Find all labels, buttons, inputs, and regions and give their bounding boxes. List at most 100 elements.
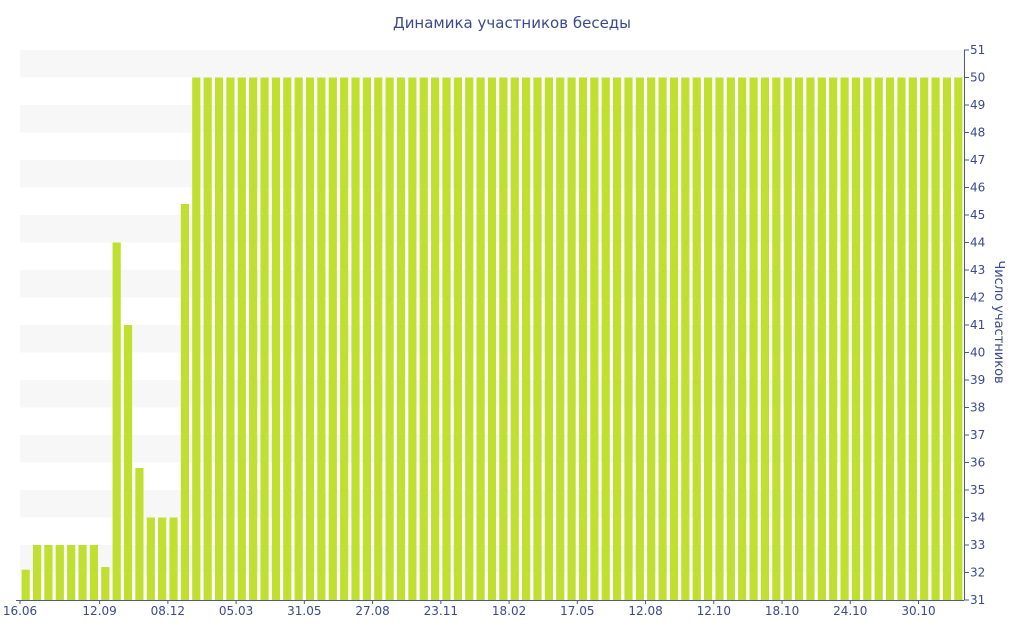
y-tick-label: 33 <box>970 538 985 552</box>
bar <box>408 77 417 600</box>
bar <box>169 517 178 600</box>
bar <box>885 77 895 600</box>
bar <box>613 77 622 600</box>
bar <box>647 77 656 600</box>
y-tick-label: 48 <box>970 126 985 140</box>
bar <box>954 77 963 600</box>
bars <box>21 77 963 600</box>
y-tick-label: 47 <box>970 153 985 167</box>
bar <box>112 242 121 600</box>
bar <box>146 517 155 600</box>
bar <box>328 77 337 600</box>
bar <box>658 77 667 600</box>
bar <box>442 77 451 600</box>
bar <box>317 77 326 600</box>
bar <box>533 77 542 600</box>
x-tick-label: 24.10 <box>833 604 867 618</box>
bar <box>271 77 280 600</box>
bar <box>487 77 497 600</box>
bar <box>431 77 440 600</box>
bar <box>920 77 929 600</box>
bar <box>101 567 110 600</box>
bar <box>806 77 815 600</box>
bar <box>67 545 76 600</box>
bar <box>249 77 258 600</box>
bar <box>237 77 246 600</box>
bar <box>851 77 861 600</box>
bar <box>465 77 474 600</box>
y-tick-label: 46 <box>970 181 985 195</box>
bar <box>89 545 99 600</box>
y-tick-label: 43 <box>970 263 985 277</box>
y-tick-label: 32 <box>970 566 985 580</box>
bar <box>260 77 269 600</box>
bar <box>78 545 87 600</box>
bar <box>32 545 42 600</box>
bar <box>669 77 679 600</box>
x-tick-labels: 16.06 12.09 08.12 05.03 31.05 27.08 23.11 18.02… <box>3 600 936 618</box>
bar <box>931 77 940 600</box>
x-tick-label: 12.09 <box>82 604 116 618</box>
bar <box>362 77 371 600</box>
x-tick-label: 31.05 <box>287 604 321 618</box>
y-axis-label: Число участников <box>991 260 1006 383</box>
bar <box>499 77 508 600</box>
x-tick-label: 18.02 <box>492 604 526 618</box>
y-tick-label: 31 <box>970 593 985 607</box>
y-tick-label: 35 <box>970 483 985 497</box>
bar <box>544 77 553 600</box>
bar <box>738 77 747 600</box>
bar <box>704 77 713 600</box>
y-tick-labels: 31 32 33 34 35 36 37 38 39 40 41 42 43 44 45 46 47 48 49 50… <box>964 43 985 607</box>
bar <box>351 77 360 600</box>
bar <box>510 77 519 600</box>
bar <box>908 77 917 600</box>
bar <box>635 77 644 600</box>
bar <box>419 77 428 600</box>
bar <box>453 77 462 600</box>
bar <box>681 77 690 600</box>
bar <box>897 77 906 600</box>
bar <box>942 77 952 600</box>
bar <box>726 77 735 600</box>
bar <box>783 77 792 600</box>
x-tick-label: 12.08 <box>628 604 662 618</box>
y-tick-label: 41 <box>970 318 985 332</box>
bar <box>749 77 758 600</box>
bar <box>840 77 849 600</box>
y-tick-label: 40 <box>970 346 985 360</box>
y-tick-label: 51 <box>970 43 985 57</box>
bar <box>578 77 588 600</box>
x-tick-label: 30.10 <box>901 604 935 618</box>
bar <box>21 569 30 600</box>
bar <box>794 77 804 600</box>
x-tick-label: 08.12 <box>151 604 185 618</box>
bar <box>135 468 144 600</box>
bar <box>385 77 394 600</box>
bar <box>158 517 167 600</box>
bar <box>817 77 826 600</box>
bar <box>123 325 133 600</box>
bar <box>874 77 883 600</box>
bar <box>396 77 406 600</box>
x-tick-label: 12.10 <box>697 604 731 618</box>
bar <box>476 77 485 600</box>
bar <box>44 545 53 600</box>
y-tick-label: 44 <box>970 236 985 250</box>
bar <box>55 545 64 600</box>
bar <box>556 77 565 600</box>
y-tick-label: 37 <box>970 428 985 442</box>
bar <box>772 77 781 600</box>
y-tick-label: 34 <box>970 511 985 525</box>
y-tick-label: 49 <box>970 98 985 112</box>
bar <box>374 77 383 600</box>
y-tick-label: 36 <box>970 456 985 470</box>
x-tick-label: 16.06 <box>3 604 37 618</box>
y-tick-label: 38 <box>970 401 985 415</box>
y-tick-label: 50 <box>970 71 985 85</box>
chart-title: Динамика участников беседы <box>393 14 631 32</box>
bar <box>590 77 599 600</box>
bar <box>294 77 303 600</box>
x-tick-label: 23.11 <box>424 604 458 618</box>
